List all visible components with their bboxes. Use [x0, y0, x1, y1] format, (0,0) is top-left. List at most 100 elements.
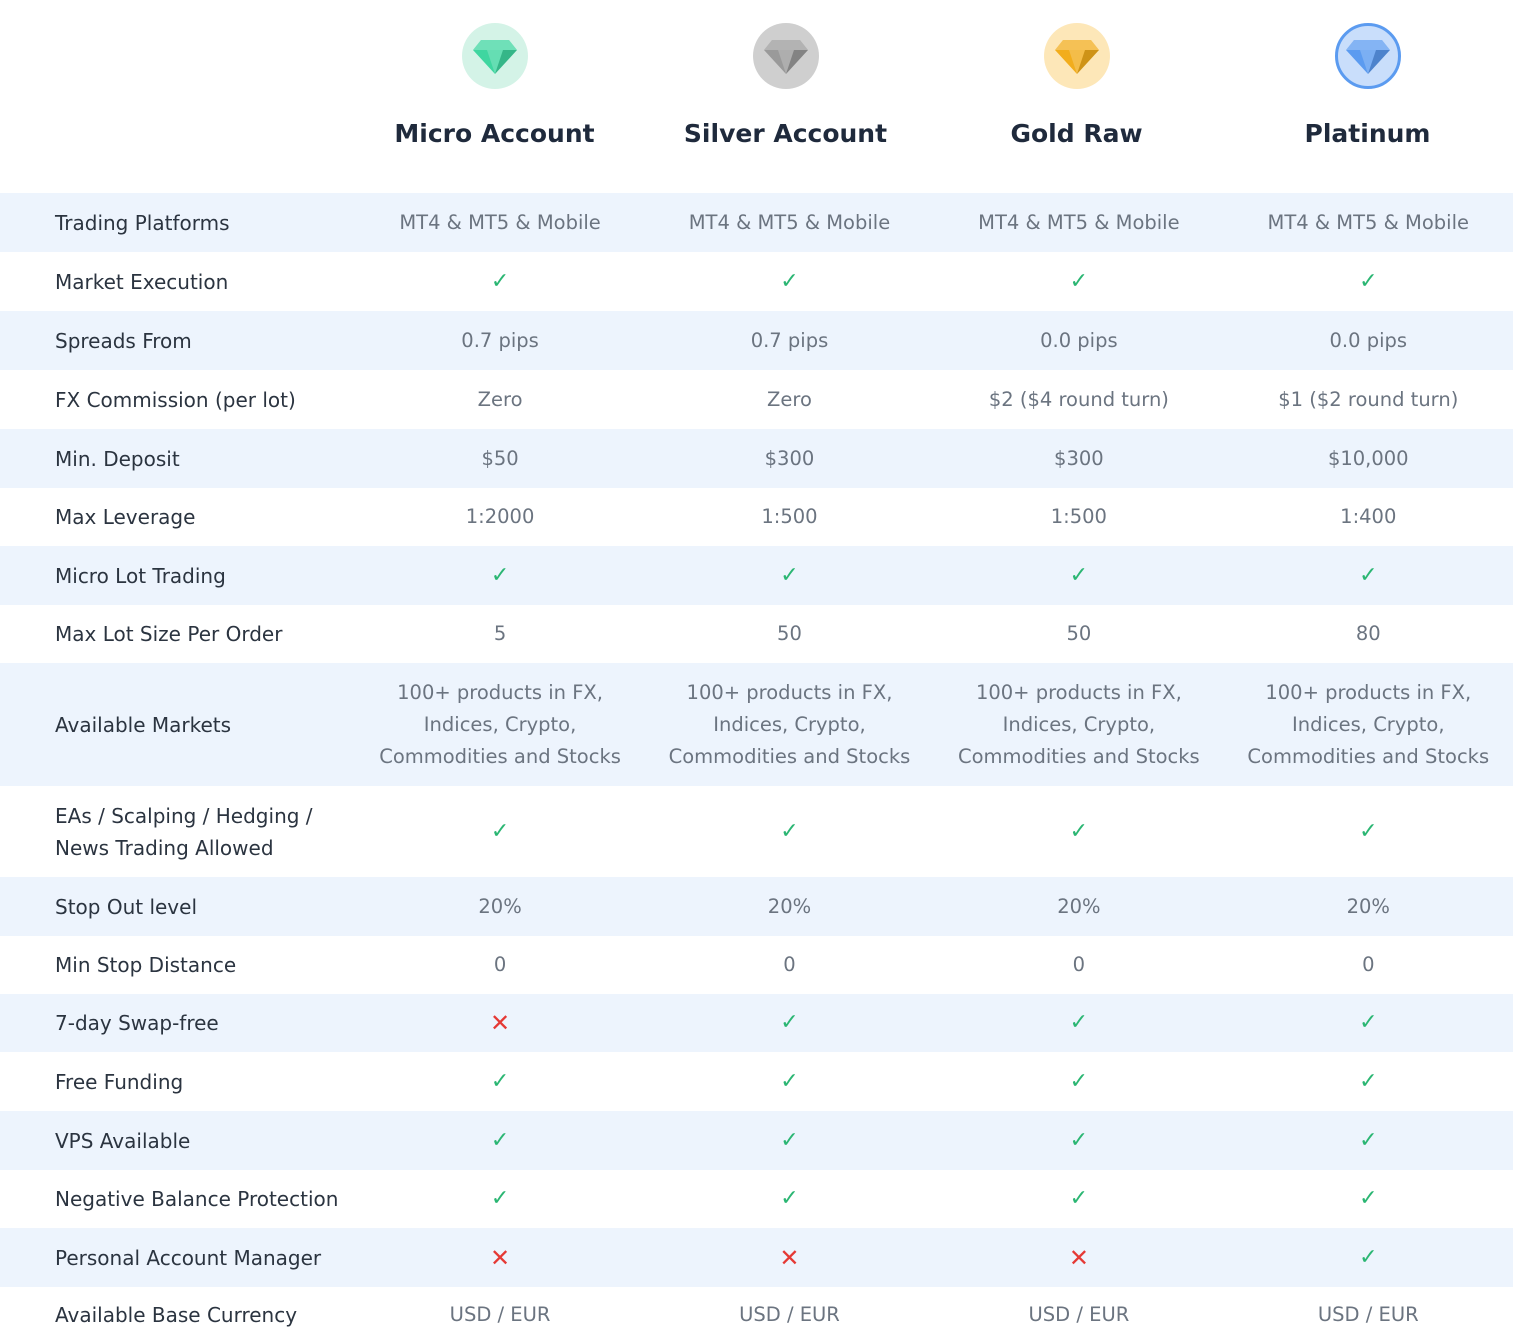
cell-value: USD / EUR [1317, 1303, 1419, 1326]
check-icon: ✓ [490, 818, 510, 844]
check-icon: ✓ [490, 1068, 510, 1094]
row-label: Trading Platforms [55, 210, 230, 235]
cell-value: 100+ products in FX, Indices, Crypto, Co… [668, 680, 911, 768]
check-icon: ✓ [1069, 562, 1089, 588]
table-row: FX Commission (per lot) Zero Zero $2 ($4 ro… [0, 370, 1513, 429]
account-column-header: Gold Raw [931, 0, 1222, 193]
check-icon: ✓ [1359, 818, 1378, 844]
check-icon: ✓ [780, 818, 799, 844]
cell-value: 50 [777, 622, 802, 645]
account-column-header: Silver Account [640, 0, 931, 193]
cell-value: 0 [783, 953, 796, 976]
table-row: Micro Lot Trading ✓ ✓ ✓ ✓ [0, 546, 1513, 605]
row-label: Min. Deposit [55, 446, 180, 471]
cell-value: USD / EUR [1028, 1303, 1130, 1326]
table-row: 7-day Swap-free ✕ ✓ ✓ ✓ [0, 994, 1513, 1052]
row-label: Micro Lot Trading [55, 563, 226, 588]
table-row: VPS Available ✓ ✓ ✓ ✓ [0, 1111, 1513, 1170]
table-row: Trading Platforms MT4 & MT5 & Mobile MT4 &… [0, 193, 1513, 252]
cell-value: 20% [767, 894, 812, 918]
check-icon: ✓ [1359, 1127, 1378, 1153]
row-label: VPS Available [55, 1128, 191, 1153]
diamond-green-icon [461, 23, 528, 89]
table-row: Market Execution ✓ ✓ ✓ ✓ [0, 252, 1513, 311]
cell-value: 80 [1355, 622, 1381, 645]
row-label: Max Leverage [55, 505, 196, 529]
cross-icon: ✕ [490, 1243, 511, 1272]
table-row: Max Leverage 1:2000 1:500 1:500 1:400 [0, 488, 1513, 546]
account-column-header: Micro Account [349, 0, 640, 193]
check-icon: ✓ [780, 1068, 799, 1094]
cell-value: 20% [478, 894, 522, 918]
cross-icon: ✕ [779, 1243, 800, 1272]
row-label: 7-day Swap-free [55, 1011, 219, 1035]
diamond-gold-icon [1043, 23, 1110, 89]
row-label: EAs / Scalping / Hedging / News Trading … [55, 803, 313, 860]
row-label: Min Stop Distance [55, 953, 237, 977]
cell-value: 0.7 pips [750, 328, 829, 352]
account-name: Platinum [1304, 119, 1431, 148]
account-name: Gold Raw [1010, 119, 1143, 148]
cell-value: 0 [493, 953, 507, 976]
cell-value: 1:2000 [465, 505, 535, 528]
diamond-blue-icon [1334, 23, 1401, 89]
row-label: Available Markets [55, 712, 232, 737]
check-icon: ✓ [490, 268, 510, 294]
cell-value: 100+ products in FX, Indices, Crypto, Co… [379, 680, 621, 768]
check-icon: ✓ [1069, 1010, 1089, 1035]
cell-value: USD / EUR [739, 1303, 840, 1326]
table-row: Personal Account Manager ✕ ✕ ✕ ✓ [0, 1228, 1513, 1287]
table-row: Min Stop Distance 0 0 0 0 [0, 936, 1513, 994]
row-label: Free Funding [55, 1069, 184, 1094]
row-label: Max Lot Size Per Order [55, 622, 283, 646]
check-icon: ✓ [780, 1186, 799, 1211]
check-icon: ✓ [780, 268, 799, 294]
cell-value: $1 ($2 round turn) [1278, 387, 1459, 411]
diamond-silver-icon [752, 23, 819, 89]
cell-value: 1:500 [1050, 505, 1107, 528]
cell-value: 1:500 [761, 505, 818, 528]
cross-icon: ✕ [490, 1009, 511, 1037]
check-icon: ✓ [490, 1186, 510, 1211]
check-icon: ✓ [780, 562, 799, 588]
cross-icon: ✕ [1068, 1243, 1089, 1272]
cell-value: MT4 & MT5 & Mobile [1267, 210, 1470, 234]
header-spacer [0, 0, 349, 193]
check-icon: ✓ [1359, 1186, 1378, 1211]
check-icon: ✓ [490, 562, 510, 588]
check-icon: ✓ [1359, 268, 1378, 294]
cell-value: $300 [1054, 446, 1104, 470]
cell-value: 50 [1066, 622, 1092, 645]
account-name: Micro Account [394, 119, 595, 148]
table-row: Available Base Currency USD / EUR USD / EU… [0, 1287, 1513, 1343]
cell-value: MT4 & MT5 & Mobile [399, 210, 601, 234]
cell-value: Zero [767, 387, 812, 411]
cell-value: MT4 & MT5 & Mobile [688, 210, 891, 234]
cell-value: 100+ products in FX, Indices, Crypto, Co… [1247, 680, 1490, 768]
check-icon: ✓ [1069, 1127, 1089, 1153]
comparison-table: Trading Platforms MT4 & MT5 & Mobile MT4 &… [0, 193, 1513, 1343]
table-row: EAs / Scalping / Hedging / News Trading … [0, 786, 1513, 877]
cell-value: Zero [477, 387, 523, 411]
check-icon: ✓ [1069, 1186, 1089, 1211]
check-icon: ✓ [1359, 1244, 1378, 1270]
cell-value: 5 [493, 622, 507, 645]
cell-value: $10,000 [1327, 446, 1409, 470]
row-label: Market Execution [55, 269, 229, 294]
check-icon: ✓ [1359, 1068, 1378, 1094]
cell-value: 0.0 pips [1329, 328, 1408, 352]
cell-value: 0.7 pips [461, 328, 539, 352]
table-row: Negative Balance Protection ✓ ✓ ✓ ✓ [0, 1170, 1513, 1228]
cell-value: 1:400 [1340, 505, 1397, 528]
cell-value: $2 ($4 round turn) [988, 387, 1169, 411]
row-label: FX Commission (per lot) [55, 387, 296, 412]
cell-value: 20% [1346, 894, 1390, 918]
cell-value: 0 [1072, 953, 1086, 976]
table-row: Min. Deposit $50 $300 $300 $10,000 [0, 429, 1513, 488]
check-icon: ✓ [1069, 818, 1089, 844]
cell-value: 0 [1362, 953, 1375, 976]
row-label: Spreads From [55, 328, 192, 353]
row-label: Stop Out level [55, 894, 198, 919]
cell-value: $300 [764, 446, 815, 470]
row-label: Personal Account Manager [55, 1245, 322, 1270]
